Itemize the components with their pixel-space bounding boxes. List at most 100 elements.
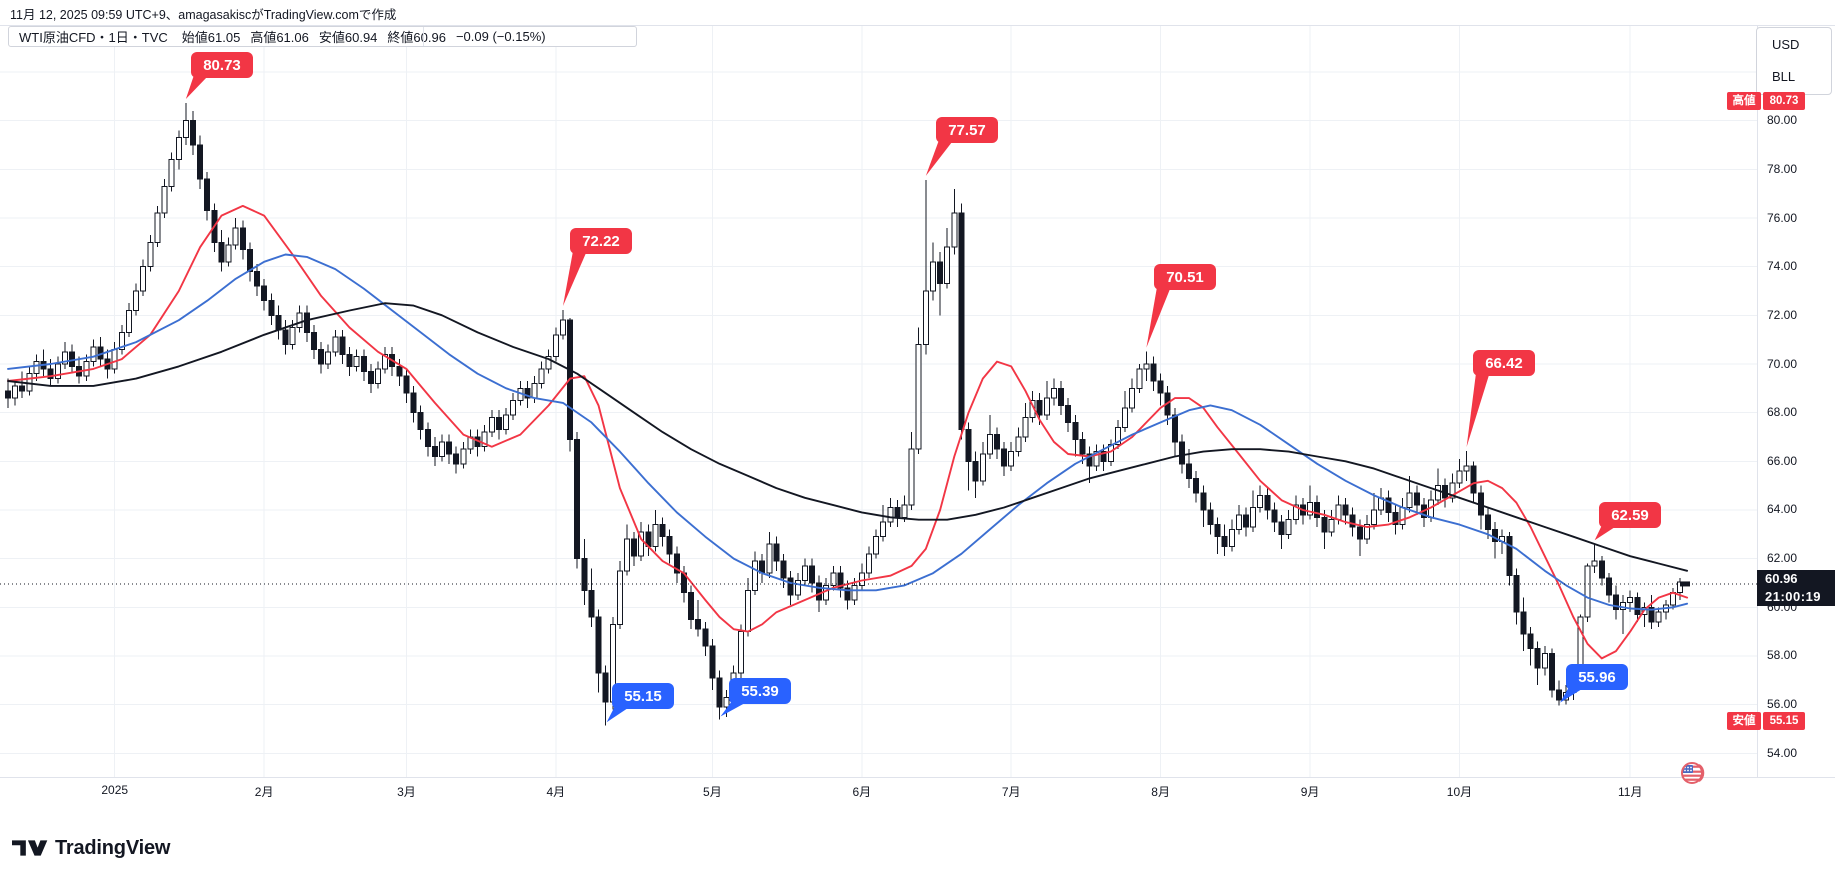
candle [1079,432,1086,464]
candle [581,539,588,605]
candle [1620,595,1627,635]
candle [495,410,502,440]
candle [325,344,332,369]
candle [844,580,851,610]
unit-label[interactable]: BLL [1772,69,1796,84]
candle [182,102,189,146]
candle [688,585,695,630]
candle [1349,507,1356,537]
candle [1050,378,1057,406]
candle [12,381,19,406]
candle [19,371,26,399]
candle [1328,509,1335,537]
callouts-layer: 80.73 77.57 72.22 70.51 66.42 62.59 55.15 55.39… [185,52,1661,723]
candle [111,342,118,374]
svg-text:80.73: 80.73 [203,57,241,74]
candle [353,349,360,372]
legend-symbol: WTI原油CFD・1日・TVC [19,30,168,45]
candle [1605,573,1612,603]
candle [780,553,787,588]
candle [737,624,744,678]
candle [303,305,310,343]
candle [424,422,431,457]
last-price-marker [1680,581,1690,587]
svg-text:62.59: 62.59 [1611,507,1649,524]
legend-high: 高値61.06 [250,30,309,45]
candle [659,517,666,547]
candle [666,529,673,564]
candle [374,361,381,389]
candle [453,446,460,474]
candle [559,309,566,340]
time-axis-label: 7月 [1001,785,1021,799]
ma-slow-line[interactable] [7,302,1689,572]
candle [929,242,936,301]
svg-text:77.57: 77.57 [948,122,986,139]
candle [225,237,232,267]
currency-unit-box[interactable]: USD BLL [1756,27,1832,95]
candle [439,434,446,462]
candle [1520,597,1527,652]
candle [261,278,268,311]
candle [873,529,880,559]
candle [652,509,659,552]
candle [1221,524,1228,557]
candle [1150,356,1157,391]
price-callout-72.22: 72.22 [562,228,632,306]
candle [503,407,510,435]
tradingview-brand[interactable]: TradingView [12,836,170,860]
candle [1527,626,1534,666]
candle [908,432,915,510]
candle [204,171,211,221]
svg-text:70.51: 70.51 [1166,269,1204,286]
price-axis-label: 58.00 [1767,648,1798,663]
candle [431,436,438,467]
candle [567,317,574,452]
legend-low: 安値60.94 [318,30,378,45]
candle [197,135,204,189]
candle [1243,507,1250,537]
candle [702,621,709,656]
candle [1058,381,1065,416]
candle [922,179,929,355]
ma-fast-line[interactable] [7,204,1689,660]
candle [1250,490,1257,532]
candle [282,320,289,355]
price-callout-55.96: 55.96 [1560,664,1628,703]
currency-label[interactable]: USD [1772,37,1800,52]
candle [488,410,495,437]
ma-mid-line[interactable] [7,253,1689,611]
candlestick-chart[interactable]: 80.73 77.57 72.22 70.51 66.42 62.59 55.15 55.39… [0,0,1835,820]
price-axis[interactable]: 80.00 78.00 76.00 74.00 72.00 70.00 68.00 66.00… [1757,26,1835,777]
price-axis-label: 72.00 [1767,307,1798,322]
candle [524,381,531,408]
candle [1228,519,1235,552]
low-badge-value: 55.15 [1763,712,1805,730]
candle [595,609,602,693]
chart-legend[interactable]: WTI原油CFD・1日・TVC 始値61.05 高値61.06 安値60.94 … [8,26,637,47]
high-badge-value: 80.73 [1763,92,1805,110]
time-axis-label: 2月 [254,785,274,799]
candle [894,500,901,528]
price-axis-label: 74.00 [1767,259,1798,274]
candle [90,339,97,367]
plot-top-border [0,25,1835,26]
candle [552,327,559,362]
time-axis[interactable]: 2025 2月 3月 4月 5月 6月 7月 8月 9月 10月 11月 [0,778,1835,802]
price-callout-80.73: 80.73 [185,52,253,99]
brand-text: TradingView [55,836,171,859]
price-callout-77.57: 77.57 [925,117,998,176]
candle [1371,492,1378,530]
candle [296,305,303,333]
candle [1207,502,1214,535]
candle [1378,488,1385,515]
bar-countdown: 21:00:19 [1765,589,1822,604]
candle [61,342,68,369]
candle [1513,568,1520,625]
candle [773,536,780,571]
candle [887,497,894,528]
candle [1008,441,1015,472]
candle [574,432,581,569]
candle [631,531,638,566]
candle [460,441,467,469]
